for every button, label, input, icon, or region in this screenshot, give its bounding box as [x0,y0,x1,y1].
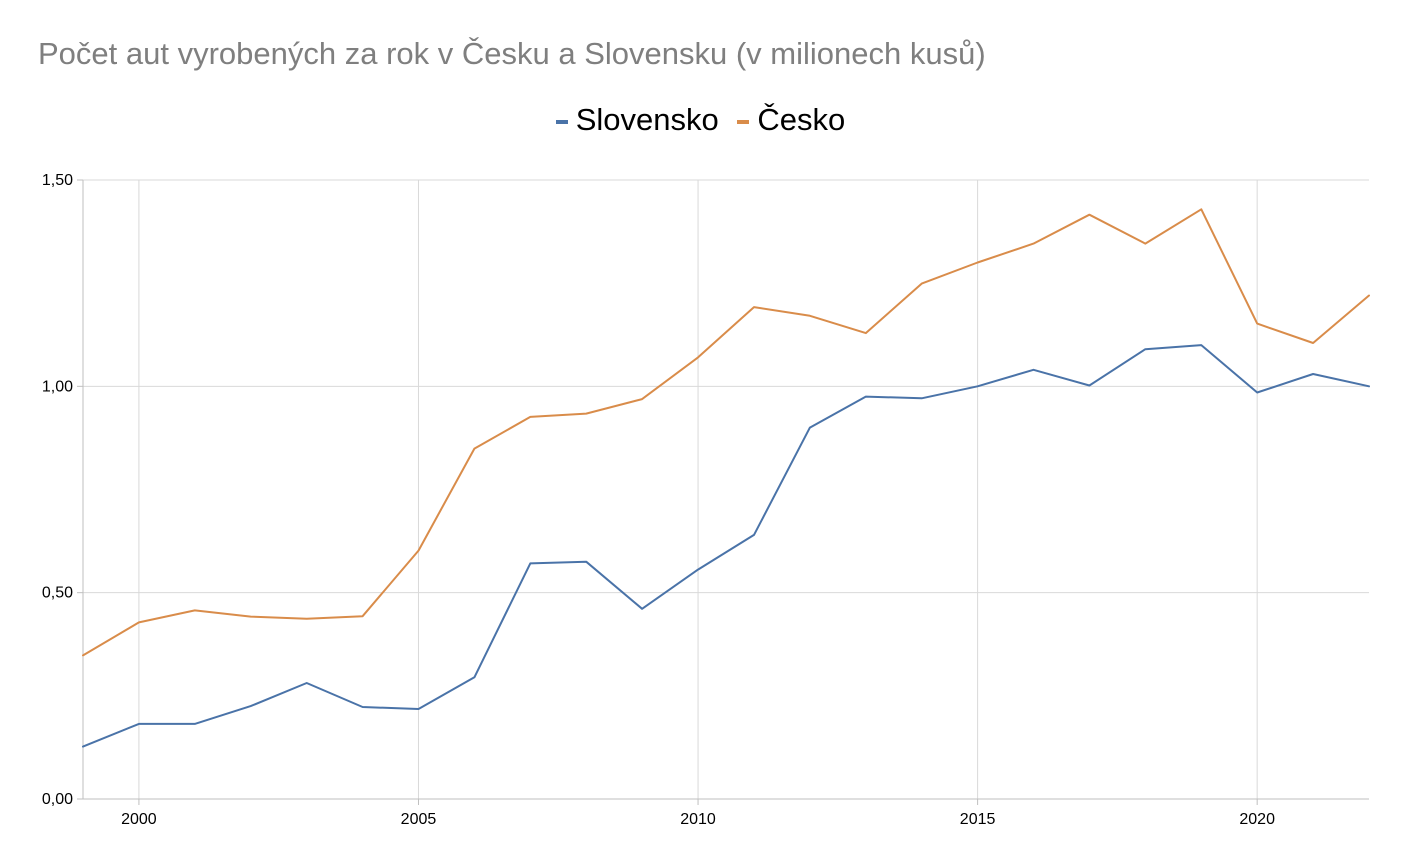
y-tick-label: 1,00 [42,378,73,395]
x-tick-label: 2020 [1239,811,1275,828]
legend: Slovensko Česko [0,102,1401,138]
x-tick-label: 2000 [121,811,157,828]
y-tick-label: 0,50 [42,585,73,602]
legend-label-cesko: Česko [757,102,846,137]
series-line-cesko [82,208,1370,657]
chart-title: Počet aut vyrobených za rok v Česku a Sl… [38,36,986,71]
y-tick-label: 1,50 [42,172,73,189]
x-tick-label: 2005 [401,811,437,828]
y-tick-label: 0,00 [42,791,73,808]
legend-item-cesko: Česko [737,102,845,138]
legend-swatch-slovensko [555,119,568,124]
series-line-slovensko [82,344,1370,748]
x-tick-label: 2010 [680,811,716,828]
legend-label-slovensko: Slovensko [575,102,719,137]
legend-item-slovensko: Slovensko [555,102,719,138]
x-tick-label: 2015 [960,811,996,828]
legend-swatch-cesko [737,119,750,124]
